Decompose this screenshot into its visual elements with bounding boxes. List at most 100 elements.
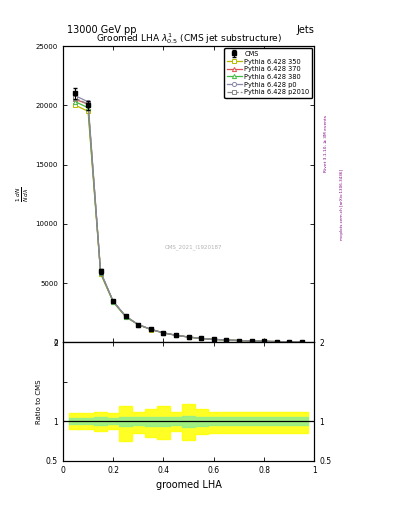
Pythia 6.428 p0 <box>274 338 279 345</box>
Text: Rivet 3.1.10, ≥ 3M events: Rivet 3.1.10, ≥ 3M events <box>324 115 328 172</box>
Pythia 6.428 370 <box>299 339 304 345</box>
Pythia 6.428 350 <box>136 322 141 328</box>
Pythia 6.428 370 <box>86 101 90 107</box>
Pythia 6.428 380 <box>186 334 191 340</box>
Pythia 6.428 380 <box>161 330 166 336</box>
Pythia 6.428 p0 <box>224 337 229 343</box>
Pythia 6.428 350 <box>199 335 204 342</box>
Pythia 6.428 370 <box>224 337 229 343</box>
Pythia 6.428 p2010 <box>186 334 191 340</box>
Pythia 6.428 370 <box>249 338 254 344</box>
Pythia 6.428 p2010 <box>287 339 292 345</box>
Pythia 6.428 380 <box>287 339 292 345</box>
Pythia 6.428 p2010 <box>211 336 216 343</box>
Pythia 6.428 p2010 <box>73 95 78 101</box>
Pythia 6.428 370 <box>199 335 204 342</box>
Pythia 6.428 370 <box>73 96 78 102</box>
Pythia 6.428 p0 <box>86 99 90 105</box>
Text: mcplots.cern.ch [arXiv:1306.3436]: mcplots.cern.ch [arXiv:1306.3436] <box>340 169 344 240</box>
Title: Groomed LHA $\lambda^{1}_{0.5}$ (CMS jet substructure): Groomed LHA $\lambda^{1}_{0.5}$ (CMS jet… <box>95 31 282 46</box>
Pythia 6.428 380 <box>299 339 304 345</box>
Pythia 6.428 p0 <box>111 298 116 304</box>
Pythia 6.428 370 <box>174 332 178 338</box>
Pythia 6.428 370 <box>237 337 241 344</box>
Line: Pythia 6.428 370: Pythia 6.428 370 <box>73 97 304 344</box>
Pythia 6.428 350 <box>262 338 266 345</box>
Pythia 6.428 380 <box>123 314 128 320</box>
Pythia 6.428 380 <box>249 338 254 344</box>
Pythia 6.428 380 <box>73 99 78 105</box>
Pythia 6.428 350 <box>98 270 103 276</box>
Pythia 6.428 380 <box>174 332 178 338</box>
Pythia 6.428 380 <box>211 336 216 343</box>
Pythia 6.428 380 <box>111 298 116 305</box>
Pythia 6.428 p2010 <box>149 326 153 332</box>
Pythia 6.428 350 <box>73 102 78 109</box>
Pythia 6.428 p2010 <box>98 269 103 275</box>
Text: Jets: Jets <box>297 25 314 35</box>
Pythia 6.428 p0 <box>287 339 292 345</box>
Line: Pythia 6.428 380: Pythia 6.428 380 <box>73 100 304 344</box>
Pythia 6.428 p2010 <box>161 330 166 336</box>
Text: 13000 GeV pp: 13000 GeV pp <box>67 25 136 35</box>
Pythia 6.428 380 <box>86 104 90 111</box>
Pythia 6.428 370 <box>262 338 266 345</box>
Pythia 6.428 p2010 <box>174 332 178 338</box>
Pythia 6.428 p2010 <box>249 338 254 344</box>
Pythia 6.428 p0 <box>299 339 304 345</box>
Pythia 6.428 350 <box>274 338 279 345</box>
Pythia 6.428 p0 <box>98 269 103 275</box>
Pythia 6.428 350 <box>237 337 241 344</box>
Y-axis label: Ratio to CMS: Ratio to CMS <box>36 379 42 424</box>
Pythia 6.428 350 <box>299 339 304 345</box>
Pythia 6.428 380 <box>149 326 153 332</box>
Pythia 6.428 350 <box>224 337 229 343</box>
Pythia 6.428 p0 <box>262 338 266 344</box>
Pythia 6.428 350 <box>211 336 216 343</box>
Pythia 6.428 p0 <box>237 337 241 344</box>
Pythia 6.428 p0 <box>211 336 216 343</box>
Pythia 6.428 380 <box>199 335 204 342</box>
Pythia 6.428 p2010 <box>274 338 279 345</box>
Line: Pythia 6.428 p2010: Pythia 6.428 p2010 <box>73 96 304 344</box>
Pythia 6.428 p0 <box>73 93 78 99</box>
Pythia 6.428 p0 <box>186 334 191 340</box>
Pythia 6.428 350 <box>123 314 128 320</box>
Pythia 6.428 p0 <box>136 322 141 328</box>
Pythia 6.428 380 <box>274 338 279 345</box>
Pythia 6.428 350 <box>111 299 116 305</box>
Pythia 6.428 p2010 <box>111 298 116 304</box>
Pythia 6.428 p0 <box>149 326 153 332</box>
Pythia 6.428 p2010 <box>224 337 229 343</box>
Pythia 6.428 p2010 <box>199 335 204 342</box>
Pythia 6.428 350 <box>86 108 90 114</box>
Pythia 6.428 p0 <box>249 338 254 344</box>
Pythia 6.428 350 <box>161 330 166 336</box>
Pythia 6.428 350 <box>149 327 153 333</box>
Pythia 6.428 350 <box>249 338 254 344</box>
Pythia 6.428 p2010 <box>136 322 141 328</box>
Pythia 6.428 380 <box>136 322 141 328</box>
Pythia 6.428 380 <box>237 337 241 344</box>
Pythia 6.428 p0 <box>174 332 178 338</box>
Pythia 6.428 370 <box>287 339 292 345</box>
Pythia 6.428 370 <box>111 298 116 305</box>
Pythia 6.428 p2010 <box>262 338 266 344</box>
Pythia 6.428 p0 <box>123 313 128 319</box>
Pythia 6.428 380 <box>262 338 266 345</box>
Text: CMS_2021_I1920187: CMS_2021_I1920187 <box>165 245 222 250</box>
Pythia 6.428 p2010 <box>237 337 241 344</box>
Pythia 6.428 380 <box>224 337 229 343</box>
Pythia 6.428 p2010 <box>299 339 304 345</box>
Pythia 6.428 350 <box>287 339 292 345</box>
Pythia 6.428 350 <box>186 334 191 340</box>
Pythia 6.428 370 <box>274 338 279 345</box>
Pythia 6.428 370 <box>149 326 153 332</box>
Pythia 6.428 350 <box>174 332 178 338</box>
Line: Pythia 6.428 350: Pythia 6.428 350 <box>73 103 304 344</box>
Pythia 6.428 370 <box>211 336 216 343</box>
Pythia 6.428 370 <box>98 269 103 275</box>
Pythia 6.428 p0 <box>199 335 204 342</box>
Pythia 6.428 380 <box>98 270 103 276</box>
Pythia 6.428 370 <box>136 322 141 328</box>
